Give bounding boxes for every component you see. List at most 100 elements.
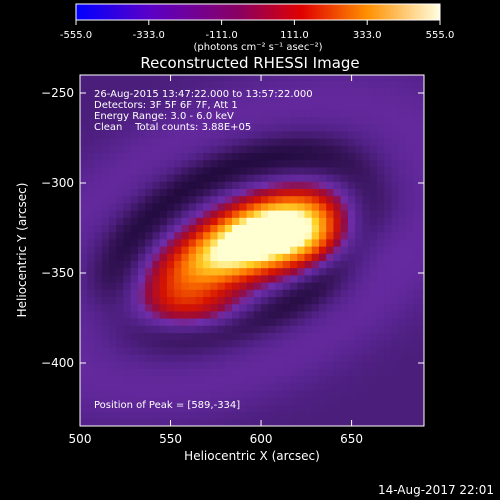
- heatmap-pixel: [239, 109, 248, 117]
- heatmap-pixel: [137, 166, 146, 175]
- heatmap-pixel: [188, 332, 197, 341]
- heatmap-pixel: [203, 418, 211, 426]
- heatmap-pixel: [318, 303, 327, 312]
- heatmap-pixel: [369, 116, 378, 125]
- heatmap-pixel: [275, 332, 284, 341]
- heatmap-pixel: [340, 303, 349, 312]
- heatmap-pixel: [290, 375, 298, 384]
- heatmap-pixel: [224, 260, 233, 269]
- heatmap-pixel: [318, 246, 327, 254]
- heatmap-pixel: [275, 123, 284, 132]
- heatmap-pixel: [355, 390, 364, 398]
- heatmap-pixel: [232, 75, 240, 81]
- heatmap-pixel: [217, 361, 226, 369]
- heatmap-pixel: [80, 368, 88, 377]
- heatmap-pixel: [413, 246, 421, 254]
- heatmap-pixel: [174, 174, 182, 182]
- heatmap-pixel: [239, 231, 248, 240]
- heatmap-pixel: [101, 224, 110, 233]
- heatmap-pixel: [232, 382, 240, 391]
- heatmap-pixel: [108, 202, 117, 211]
- heatmap-pixel: [405, 166, 414, 175]
- heatmap-pixel: [268, 210, 277, 218]
- heatmap-pixel: [326, 123, 335, 132]
- heatmap-pixel: [152, 94, 161, 103]
- heatmap-pixel: [413, 282, 421, 290]
- heatmap-pixel: [369, 224, 378, 233]
- heatmap-pixel: [203, 145, 211, 153]
- heatmap-pixel: [333, 231, 342, 240]
- heatmap-pixel: [253, 109, 262, 117]
- heatmap-pixel: [413, 87, 421, 96]
- heatmap-pixel: [94, 390, 103, 398]
- heatmap-pixel: [210, 202, 219, 211]
- heatmap-pixel: [166, 368, 175, 377]
- heatmap-pixel: [123, 375, 132, 384]
- heatmap-pixel: [369, 339, 378, 348]
- heatmap-pixel: [391, 109, 400, 117]
- heatmap-pixel: [80, 75, 88, 81]
- heatmap-pixel: [282, 174, 291, 182]
- heatmap-pixel: [159, 346, 168, 355]
- heatmap-pixel: [145, 102, 154, 110]
- heatmap-pixel: [217, 418, 226, 426]
- heatmap-pixel: [384, 296, 393, 305]
- heatmap-pixel: [166, 310, 175, 319]
- heatmap-pixel: [398, 382, 407, 391]
- heatmap-pixel: [318, 310, 327, 319]
- heatmap-pixel: [195, 202, 204, 211]
- heatmap-pixel: [297, 354, 306, 362]
- heatmap-pixel: [101, 310, 110, 319]
- heatmap-pixel: [239, 246, 248, 254]
- heatmap-pixel: [246, 282, 255, 290]
- heatmap-pixel: [355, 267, 364, 276]
- heatmap-pixel: [145, 296, 154, 305]
- heatmap-pixel: [210, 253, 219, 261]
- heatmap-pixel: [137, 87, 146, 96]
- heatmap-pixel: [268, 231, 277, 240]
- heatmap-pixel: [130, 411, 139, 420]
- heatmap-pixel: [420, 152, 424, 161]
- heatmap-pixel: [326, 181, 335, 189]
- heatmap-pixel: [80, 296, 88, 305]
- heatmap-pixel: [210, 238, 219, 247]
- heatmap-pixel: [87, 210, 96, 218]
- heatmap-pixel: [413, 318, 421, 326]
- heatmap-pixel: [166, 123, 175, 132]
- heatmap-pixel: [253, 195, 262, 204]
- heatmap-pixel: [261, 202, 269, 211]
- heatmap-pixel: [87, 75, 96, 81]
- heatmap-pixel: [391, 289, 400, 297]
- heatmap-pixel: [210, 109, 219, 117]
- heatmap-pixel: [232, 145, 240, 153]
- heatmap-pixel: [268, 325, 277, 333]
- heatmap-pixel: [253, 217, 262, 225]
- heatmap-pixel: [123, 94, 132, 103]
- heatmap-pixel: [94, 217, 103, 225]
- heatmap-pixel: [137, 102, 146, 110]
- heatmap-pixel: [413, 130, 421, 139]
- heatmap-pixel: [355, 238, 364, 247]
- heatmap-pixel: [326, 368, 335, 377]
- heatmap-pixel: [391, 102, 400, 110]
- heatmap-pixel: [282, 94, 291, 103]
- heatmap-pixel: [174, 217, 182, 225]
- heatmap-pixel: [318, 102, 327, 110]
- heatmap-pixel: [101, 289, 110, 297]
- heatmap-pixel: [318, 260, 327, 269]
- heatmap-pixel: [318, 361, 327, 369]
- heatmap-pixel: [94, 195, 103, 204]
- heatmap-pixel: [311, 390, 320, 398]
- heatmap-pixel: [116, 368, 125, 377]
- heatmap-pixel: [101, 145, 110, 153]
- heatmap-pixel: [174, 318, 182, 326]
- heatmap-pixel: [80, 325, 88, 333]
- heatmap-pixel: [123, 325, 132, 333]
- heatmap-pixel: [145, 282, 154, 290]
- heatmap-pixel: [101, 282, 110, 290]
- heatmap-pixel: [347, 282, 356, 290]
- heatmap-pixel: [123, 339, 132, 348]
- heatmap-pixel: [311, 354, 320, 362]
- heatmap-pixel: [362, 375, 371, 384]
